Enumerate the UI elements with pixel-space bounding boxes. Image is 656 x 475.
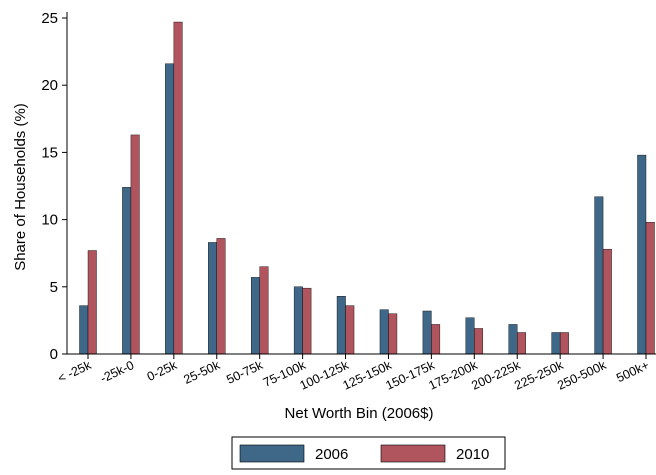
legend-label-2010: 2010 bbox=[456, 446, 489, 463]
bar-2006-1 bbox=[122, 187, 132, 355]
bar-2006-11 bbox=[551, 332, 561, 355]
bar-2010-13 bbox=[645, 222, 655, 355]
y-tick-label: 10 bbox=[41, 212, 58, 229]
bar-2006-10 bbox=[508, 324, 518, 355]
bar-2006-3 bbox=[208, 242, 217, 355]
bar-2010-8 bbox=[431, 324, 441, 355]
x-tick-label: 25-50k bbox=[181, 358, 222, 387]
bar-2010-3 bbox=[216, 238, 226, 355]
bar-2006-8 bbox=[422, 310, 432, 355]
y-tick-label: 20 bbox=[41, 77, 58, 94]
bar-2006-9 bbox=[465, 317, 475, 355]
bar-2006-5 bbox=[293, 286, 303, 355]
x-tick-label: < -25k bbox=[56, 358, 94, 386]
bar-2010-9 bbox=[474, 328, 484, 355]
bar-2006-7 bbox=[379, 309, 389, 355]
y-tick-label: 0 bbox=[50, 346, 58, 363]
bar-2006-4 bbox=[250, 277, 260, 355]
bar-2010-4 bbox=[259, 266, 269, 355]
y-tick-label: 15 bbox=[41, 144, 58, 161]
bar-2006-12 bbox=[594, 196, 604, 355]
bar-2006-0 bbox=[79, 305, 89, 355]
axes-layer bbox=[66, 12, 656, 355]
bar-2010-10 bbox=[517, 332, 526, 355]
legend-swatch-2006 bbox=[239, 444, 305, 463]
y-tick-label: 25 bbox=[41, 10, 58, 27]
bar-2010-11 bbox=[559, 332, 569, 355]
legend: 2006 2010 bbox=[231, 436, 506, 470]
bar-2010-6 bbox=[345, 305, 355, 355]
bar-2006-13 bbox=[637, 154, 647, 355]
x-axis-label: Net Worth Bin (2006$) bbox=[285, 405, 434, 422]
x-tick-label: 250-500k bbox=[555, 358, 609, 393]
x-tick-label: 500k+ bbox=[614, 358, 651, 385]
bar-2010-7 bbox=[388, 313, 398, 355]
x-tick-label: 0-25k bbox=[145, 358, 180, 384]
y-axis-label: Share of Households (%) bbox=[12, 103, 29, 271]
bar-2010-2 bbox=[173, 21, 183, 355]
legend-swatch-2010 bbox=[380, 444, 446, 463]
legend-label-2006: 2006 bbox=[315, 446, 348, 463]
bar-2006-6 bbox=[336, 296, 346, 355]
bars-layer bbox=[79, 21, 655, 355]
x-tick-label: 50-75k bbox=[224, 358, 265, 387]
x-tick-label: -25k-0 bbox=[98, 358, 136, 386]
bar-2010-12 bbox=[602, 248, 612, 355]
bar-2010-5 bbox=[302, 287, 312, 355]
y-tick-label: 5 bbox=[50, 279, 58, 296]
y-ticks: 0 5 10 15 20 25 bbox=[41, 10, 67, 363]
bar-2006-2 bbox=[165, 63, 175, 355]
x-ticks: < -25k -25k-0 0-25k 25-50k 50-75k75-100k100-… bbox=[56, 354, 651, 393]
bar-2010-1 bbox=[130, 134, 140, 355]
bar-2010-0 bbox=[87, 250, 97, 355]
